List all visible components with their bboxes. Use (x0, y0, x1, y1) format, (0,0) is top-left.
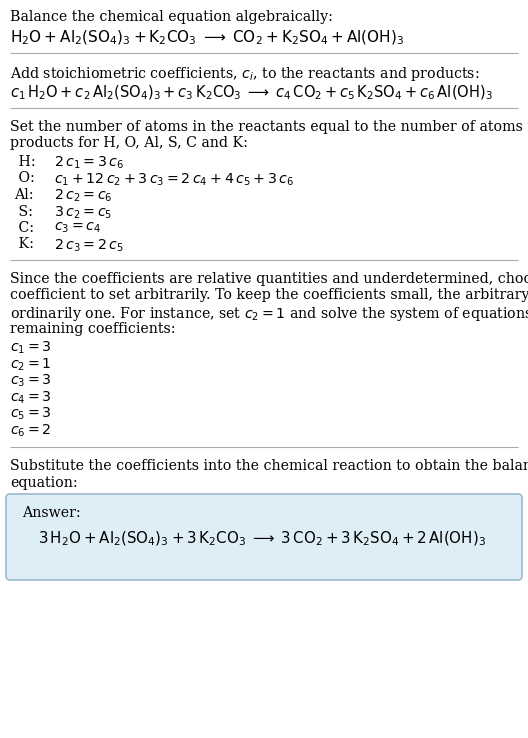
Text: $c_3 = 3$: $c_3 = 3$ (10, 373, 52, 390)
Text: Balance the chemical equation algebraically:: Balance the chemical equation algebraica… (10, 10, 333, 24)
Text: $3\,\mathrm{H_2O} + \mathrm{Al_2(SO_4)_3} + 3\,\mathrm{K_2CO_3} \;\longrightarro: $3\,\mathrm{H_2O} + \mathrm{Al_2(SO_4)_3… (38, 530, 486, 548)
Text: $2\,c_1 = 3\,c_6$: $2\,c_1 = 3\,c_6$ (54, 155, 124, 171)
Text: Set the number of atoms in the reactants equal to the number of atoms in the: Set the number of atoms in the reactants… (10, 120, 528, 134)
Text: $c_6 = 2$: $c_6 = 2$ (10, 422, 51, 439)
Text: $3\,c_2 = c_5$: $3\,c_2 = c_5$ (54, 204, 112, 221)
Text: K:: K: (14, 238, 34, 252)
Text: $2\,c_2 = c_6$: $2\,c_2 = c_6$ (54, 188, 112, 204)
Text: coefficient to set arbitrarily. To keep the coefficients small, the arbitrary va: coefficient to set arbitrarily. To keep … (10, 289, 528, 303)
Text: equation:: equation: (10, 475, 78, 489)
FancyBboxPatch shape (6, 494, 522, 580)
Text: $c_1 = 3$: $c_1 = 3$ (10, 340, 52, 356)
Text: remaining coefficients:: remaining coefficients: (10, 322, 176, 336)
Text: products for H, O, Al, S, C and K:: products for H, O, Al, S, C and K: (10, 137, 248, 151)
Text: Substitute the coefficients into the chemical reaction to obtain the balanced: Substitute the coefficients into the che… (10, 459, 528, 473)
Text: ordinarily one. For instance, set $c_2 = 1$ and solve the system of equations fo: ordinarily one. For instance, set $c_2 =… (10, 305, 528, 323)
Text: Add stoichiometric coefficients, $c_i$, to the reactants and products:: Add stoichiometric coefficients, $c_i$, … (10, 65, 479, 83)
Text: H:: H: (14, 155, 36, 169)
Text: $\mathrm{H_2O + Al_2(SO_4)_3 + K_2CO_3 \;\longrightarrow\; CO_2 + K_2SO_4 + Al(O: $\mathrm{H_2O + Al_2(SO_4)_3 + K_2CO_3 \… (10, 29, 404, 47)
Text: $c_5 = 3$: $c_5 = 3$ (10, 406, 52, 422)
Text: Al:: Al: (14, 188, 34, 202)
Text: $c_3 = c_4$: $c_3 = c_4$ (54, 221, 101, 235)
Text: $c_2 = 1$: $c_2 = 1$ (10, 356, 51, 373)
Text: $c_1 + 12\,c_2 + 3\,c_3 = 2\,c_4 + 4\,c_5 + 3\,c_6$: $c_1 + 12\,c_2 + 3\,c_3 = 2\,c_4 + 4\,c_… (54, 171, 294, 188)
Text: Since the coefficients are relative quantities and underdetermined, choose a: Since the coefficients are relative quan… (10, 272, 528, 286)
Text: Answer:: Answer: (22, 506, 81, 520)
Text: C:: C: (14, 221, 34, 235)
Text: $c_1\,\mathrm{H_2O} + c_2\,\mathrm{Al_2(SO_4)_3} + c_3\,\mathrm{K_2CO_3} \;\long: $c_1\,\mathrm{H_2O} + c_2\,\mathrm{Al_2(… (10, 83, 493, 102)
Text: S:: S: (14, 204, 33, 218)
Text: O:: O: (14, 171, 35, 185)
Text: $2\,c_3 = 2\,c_5$: $2\,c_3 = 2\,c_5$ (54, 238, 124, 254)
Text: $c_4 = 3$: $c_4 = 3$ (10, 390, 52, 406)
